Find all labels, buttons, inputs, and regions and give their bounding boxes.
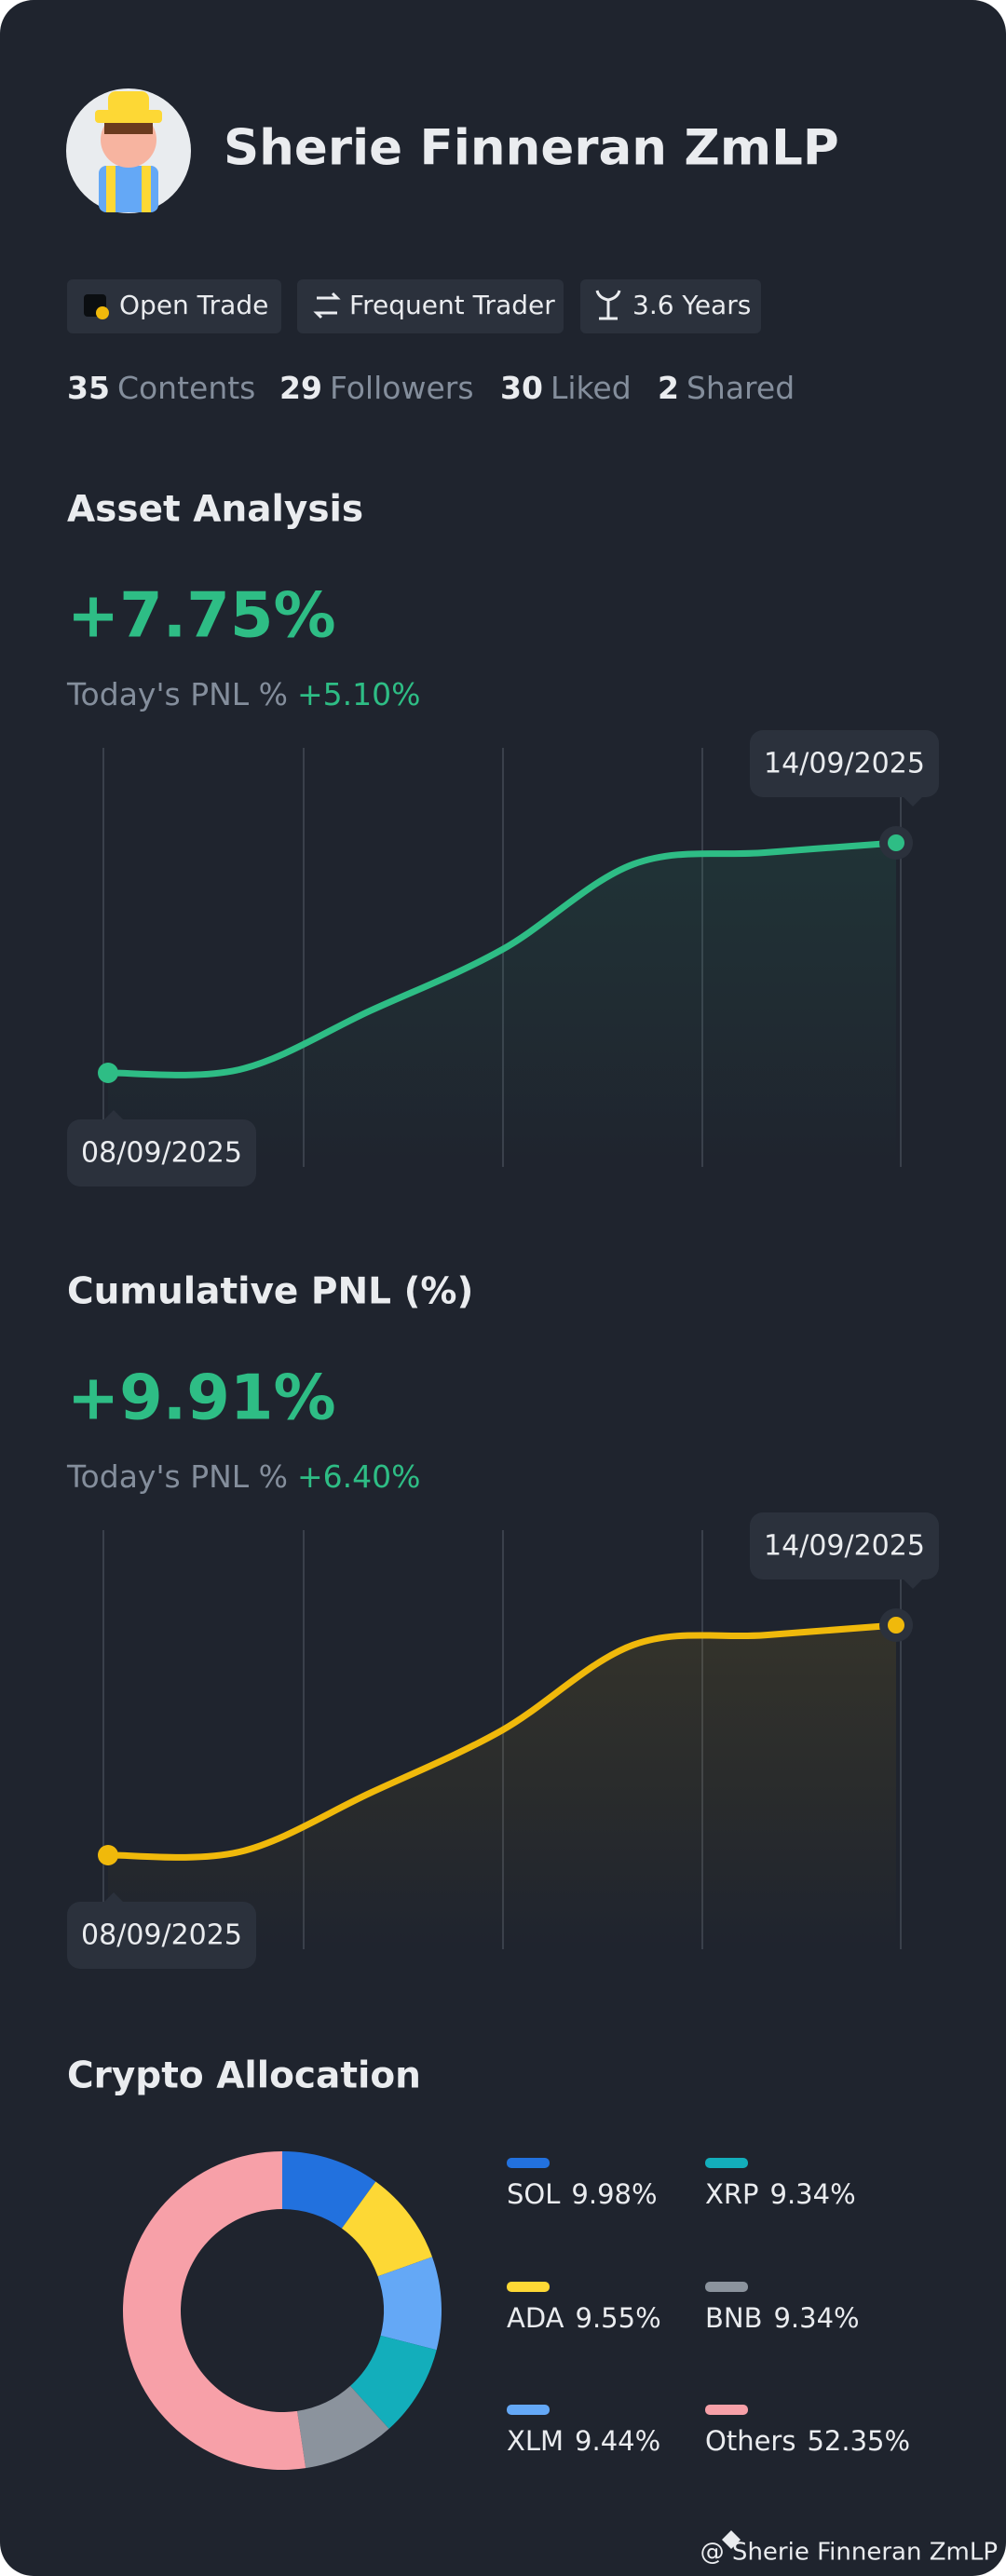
start-dot — [98, 1845, 118, 1865]
legend-swatch — [507, 2405, 550, 2415]
legend-entry: ADA 9.55% — [507, 2302, 661, 2334]
stat: 35 Contents — [67, 370, 255, 406]
line-area — [108, 843, 896, 1167]
legend-entry: XLM 9.44% — [507, 2425, 660, 2457]
donut-segment — [297, 2385, 389, 2469]
stat: 29 Followers — [279, 370, 474, 406]
date-tooltip — [67, 1902, 256, 1969]
section-title: Crypto Allocation — [67, 2055, 421, 2097]
legend-label: Others — [705, 2425, 795, 2457]
date-tooltip — [750, 1512, 939, 1579]
legend-label: BNB — [705, 2302, 762, 2334]
stat: 30 Liked — [500, 370, 632, 406]
legend-entry: SOL 9.98% — [507, 2178, 658, 2210]
donut-segment — [350, 2335, 437, 2429]
legend-value: 52.35% — [807, 2425, 910, 2457]
today-pnl-value: +5.10% — [297, 676, 420, 712]
donut-segment — [123, 2151, 306, 2470]
legend-swatch — [507, 2282, 550, 2292]
donut-segment — [282, 2151, 376, 2229]
pnl-headline: +7.75% — [67, 579, 336, 652]
tooltip-pointer — [904, 1579, 922, 1589]
start-dot — [98, 1063, 118, 1083]
user-name: Sherie Finneran ZmLP — [224, 120, 839, 177]
date-label: 14/09/2025 — [764, 748, 925, 780]
stat-label: Shared — [687, 370, 795, 406]
legend-entry: Others 52.35% — [705, 2425, 910, 2457]
today-pnl: Today's PNL % +5.10% — [66, 676, 421, 712]
pnl-headline: +9.91% — [67, 1362, 336, 1434]
stat-label: Followers — [330, 370, 474, 406]
date-label: 08/09/2025 — [81, 1919, 242, 1952]
legend-swatch — [705, 2158, 748, 2168]
badge[interactable]: 3.6 Years — [580, 279, 761, 333]
stat-label: Liked — [551, 370, 632, 406]
legend-value: 9.44% — [575, 2425, 660, 2457]
footer-text: @ Sherie Finneran ZmLP — [700, 2539, 998, 2567]
date-tooltip — [750, 730, 939, 797]
end-dot — [888, 834, 904, 851]
legend-entry: XRP 9.34% — [705, 2178, 856, 2210]
stat-value: 35 — [67, 370, 110, 406]
badge[interactable]: Open Trade — [67, 279, 281, 333]
donut-segment — [377, 2257, 442, 2351]
legend-swatch — [507, 2158, 550, 2168]
tooltip-pointer — [104, 1110, 123, 1119]
legend-value: 9.98% — [571, 2178, 657, 2210]
stat-value: 30 — [500, 370, 543, 406]
section-title: Cumulative PNL (%) — [67, 1271, 473, 1313]
legend-label: SOL — [507, 2178, 560, 2210]
line-area — [108, 1625, 896, 1949]
badge[interactable]: Frequent Trader — [297, 279, 564, 333]
legend-entry: BNB 9.34% — [705, 2302, 860, 2334]
end-dot — [888, 1617, 904, 1634]
stat: 2 Shared — [658, 370, 795, 406]
legend-value: 9.55% — [576, 2302, 661, 2334]
tooltip-pointer — [104, 1892, 123, 1902]
date-tooltip — [67, 1119, 256, 1186]
avatar — [66, 88, 191, 213]
legend-label: XLM — [507, 2425, 564, 2457]
legend-swatch — [705, 2405, 748, 2415]
section-title: Asset Analysis — [67, 489, 363, 531]
stats-row: 35 Contents 29 Followers 30 Liked 2 Shared — [67, 370, 795, 406]
legend-value: 9.34% — [770, 2178, 856, 2210]
stat-value: 2 — [658, 370, 679, 406]
today-pnl-value: +6.40% — [297, 1458, 420, 1495]
today-pnl: Today's PNL % +6.40% — [66, 1458, 421, 1495]
date-label: 08/09/2025 — [81, 1137, 242, 1170]
badge-label: Open Trade — [119, 290, 268, 320]
badge-label: Frequent Trader — [349, 290, 555, 320]
legend-value: 9.34% — [773, 2302, 859, 2334]
donut-segment — [341, 2181, 432, 2277]
today-pnl-label: Today's PNL % — [66, 1458, 288, 1495]
legend-label: ADA — [507, 2302, 564, 2334]
date-label: 14/09/2025 — [764, 1530, 925, 1563]
stat-value: 29 — [279, 370, 322, 406]
legend-label: XRP — [705, 2178, 759, 2210]
stat-label: Contents — [117, 370, 255, 406]
today-pnl-label: Today's PNL % — [66, 676, 288, 712]
footer-logo — [722, 2530, 741, 2549]
pnl-line — [104, 839, 900, 1078]
pnl-line — [104, 1621, 900, 1861]
legend-swatch — [705, 2282, 748, 2292]
badge-label: 3.6 Years — [632, 290, 751, 320]
tooltip-pointer — [904, 797, 922, 807]
